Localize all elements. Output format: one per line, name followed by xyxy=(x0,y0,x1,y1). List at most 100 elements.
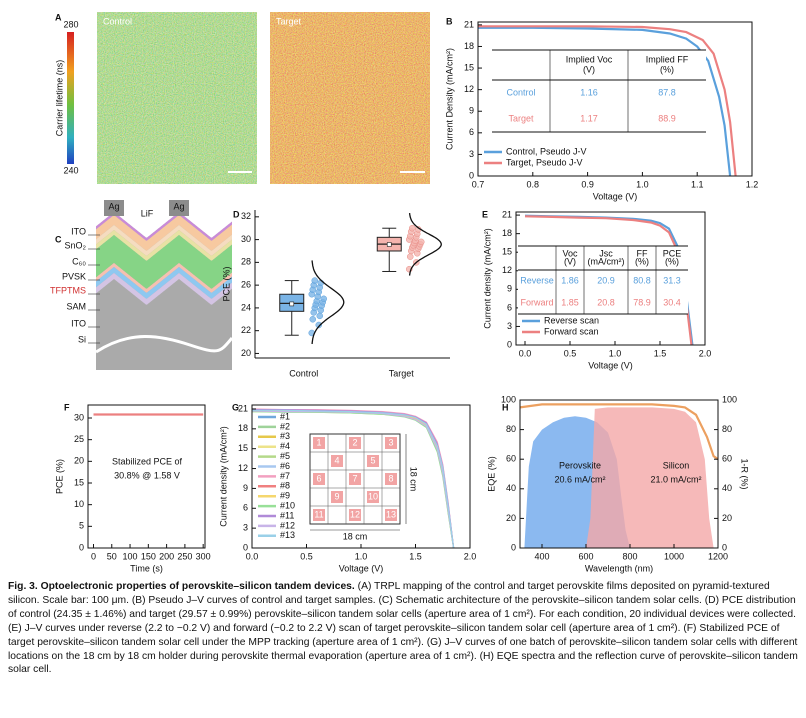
map-label: Control xyxy=(103,16,132,26)
layer-label: SnO₂ xyxy=(64,240,86,250)
x-tick-label: 100 xyxy=(123,551,138,561)
legend-label: #3 xyxy=(280,431,290,441)
y-tick-label: 5 xyxy=(79,521,84,531)
x-tick-label: 250 xyxy=(177,551,192,561)
legend-label: #2 xyxy=(280,421,290,431)
table-row-name: Target xyxy=(508,113,534,123)
y-tick-label: 32 xyxy=(241,211,251,221)
schematic: Ag Ag LiF ITO SnO₂ C₆₀ PVSK TFPTMS SAM ITO Si xyxy=(50,200,234,370)
y-tick-label: 15 xyxy=(464,62,474,72)
x-tick-label: 1000 xyxy=(664,551,684,561)
inset-cell xyxy=(313,437,325,449)
y2-tick-label: 40 xyxy=(722,483,732,493)
y2-tick-label: 100 xyxy=(722,394,737,404)
inset-cell-label: 9 xyxy=(334,491,339,501)
y2-tick-label: 20 xyxy=(722,513,732,523)
y-tick-label: 80 xyxy=(506,424,516,434)
x-tick-label: 0 xyxy=(91,551,96,561)
table-row-name: Reverse xyxy=(520,275,554,285)
panel-letter: C xyxy=(55,234,62,244)
x-tick-label: 400 xyxy=(534,551,549,561)
y-tick-label: 18 xyxy=(464,41,474,51)
inset-cell xyxy=(349,437,361,449)
legend-label: #10 xyxy=(280,500,295,510)
table-cell: 20.8 xyxy=(597,297,615,307)
x-tick-label: 1.2 xyxy=(746,179,759,189)
y-tick-label: 12 xyxy=(464,84,474,94)
layer xyxy=(96,212,232,241)
legend-label: #1 xyxy=(280,411,290,421)
inset-cell xyxy=(349,473,361,485)
lif-label: LiF xyxy=(141,208,154,218)
legend-label: #6 xyxy=(280,461,290,471)
x-tick-label: 200 xyxy=(159,551,174,561)
layer xyxy=(96,230,232,261)
point xyxy=(315,321,322,329)
plot-frame xyxy=(477,21,753,177)
legend-label: #4 xyxy=(280,441,290,451)
x-tick-label: 150 xyxy=(141,551,156,561)
plot-frame xyxy=(515,211,706,346)
inset-dim-label: 18 cm xyxy=(343,531,368,541)
x-tick-label: 2.0 xyxy=(699,348,712,358)
legend-label: #7 xyxy=(280,471,290,481)
y-tick-label: 3 xyxy=(507,321,512,331)
layer-label: ITO xyxy=(71,226,86,236)
table-bg xyxy=(518,246,688,314)
ag-label: Ag xyxy=(173,201,184,211)
y-tick-label: 12 xyxy=(502,265,512,275)
layer-label: ITO xyxy=(71,318,86,328)
table-cell: 1.86 xyxy=(561,275,579,285)
y-axis-label: Current density (mA/cm²) xyxy=(218,426,228,527)
y-tick-label: 20 xyxy=(241,348,251,358)
table-bg xyxy=(492,50,706,132)
legend-label: Control, Pseudo J-V xyxy=(506,146,587,156)
y-tick-label: 0 xyxy=(243,542,248,552)
table-cell: 1.85 xyxy=(561,297,579,307)
y-axis-label: Current Density (mA/cm²) xyxy=(444,48,454,150)
table-header: Implied FF xyxy=(646,54,689,64)
mean xyxy=(386,242,392,247)
panel-letter: A xyxy=(55,12,62,22)
area xyxy=(586,407,714,548)
distribution-curve xyxy=(408,213,442,276)
legend-label: Forward scan xyxy=(544,326,599,336)
point xyxy=(320,295,327,303)
layer xyxy=(96,263,232,293)
table-header: Voc xyxy=(562,248,578,258)
mean xyxy=(289,301,295,307)
caption-text: (A) TRPL mapping of the control and targ… xyxy=(8,581,798,676)
legend-label: #8 xyxy=(280,481,290,491)
x-tick-label: 600 xyxy=(578,551,593,561)
annotation: 20.6 mA/cm² xyxy=(554,474,605,484)
inset-cell xyxy=(385,509,397,521)
point xyxy=(418,238,425,246)
point xyxy=(407,253,414,260)
table-row-name: Forward xyxy=(520,297,553,307)
x-tick-label: 1200 xyxy=(708,551,728,561)
distribution-curve xyxy=(311,260,345,345)
x-tick-label: 1.5 xyxy=(409,551,422,561)
inset-dim-label: 18 cm xyxy=(409,467,419,492)
table-header: FF xyxy=(637,248,648,258)
annotation: Stabilized PCE of xyxy=(112,456,183,466)
x-tick-label: 800 xyxy=(622,551,637,561)
layer-label: Si xyxy=(78,334,86,344)
table-header: (V) xyxy=(583,64,595,74)
x-tick-label: 300 xyxy=(196,551,211,561)
colorbar-label: Carrier lifetime (ns) xyxy=(54,60,64,137)
layer-label: C₆₀ xyxy=(72,256,86,266)
y2-tick-label: 0 xyxy=(722,542,727,552)
y-tick-label: 21 xyxy=(238,403,248,413)
line xyxy=(478,26,732,177)
y-tick-label: 0 xyxy=(79,542,84,552)
annotation: 30.8% @ 1.58 V xyxy=(114,470,180,480)
panel-letter: D xyxy=(233,209,240,219)
y-tick-label: 12 xyxy=(238,463,248,473)
inset-cell xyxy=(385,437,397,449)
inset-cell-label: 13 xyxy=(386,509,396,519)
x-tick-label: 1.0 xyxy=(355,551,368,561)
y-tick-label: 30 xyxy=(74,412,84,422)
y-tick-label: 24 xyxy=(241,302,251,312)
